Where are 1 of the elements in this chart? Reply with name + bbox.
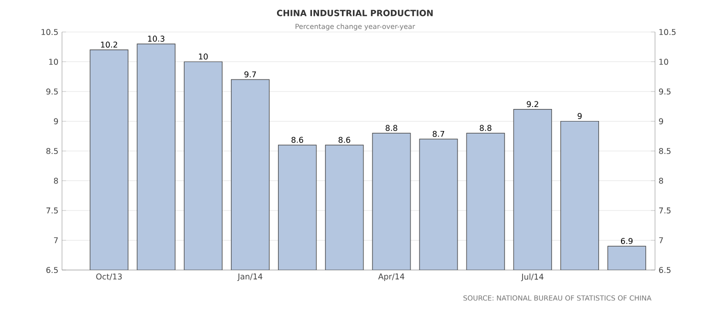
chart-title: CHINA INDUSTRIAL PRODUCTION <box>276 10 433 16</box>
